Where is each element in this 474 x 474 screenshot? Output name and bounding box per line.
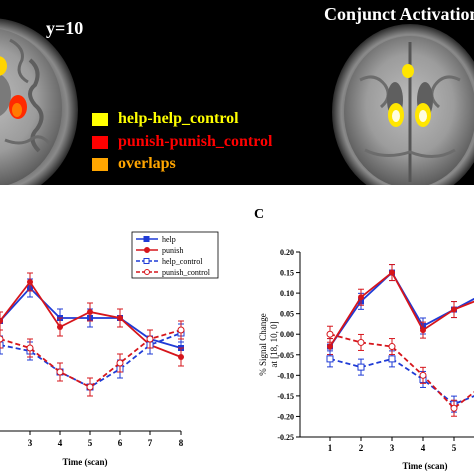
y-tick-label: -0.10 (277, 371, 294, 380)
y-tick-label: 0.10 (280, 289, 294, 298)
legend-label: help (162, 235, 176, 244)
y-tick-label: 0.00 (280, 330, 294, 339)
conjunct-title: Conjunct Activation (324, 4, 474, 24)
data-point (420, 327, 426, 334)
legend-item-overlaps: overlaps (92, 153, 176, 175)
legend-label: overlaps (118, 155, 176, 172)
data-point (388, 343, 396, 351)
data-point (451, 306, 457, 313)
series-line-punish-control (329, 333, 474, 410)
y-tick-label: -0.05 (277, 351, 294, 360)
data-point (0, 341, 4, 349)
y-tick-label: 0.20 (280, 248, 294, 257)
legend-marker (144, 269, 150, 275)
data-point (419, 371, 427, 379)
brain-figure-panel: y=10 Conjunct Activation help-help_contr… (0, 0, 474, 185)
y-axis-label: % Signal Changeat [18, 10, 0] (258, 313, 279, 376)
data-point (177, 326, 185, 334)
x-tick-label: 2 (359, 443, 364, 453)
axial-slice (332, 24, 474, 185)
data-point (146, 335, 154, 343)
data-point (0, 318, 3, 324)
legend-item-help: help-help_control (92, 108, 239, 130)
x-tick-label: 7 (148, 438, 153, 448)
chart-left: 3 4 5 6 7 8 Time (scan) help punish help_controlp… (0, 231, 219, 467)
brain-slices (0, 18, 474, 185)
x-axis-label: Time (scan) (62, 457, 107, 467)
x-tick-label: 6 (118, 438, 123, 448)
data-point (357, 363, 365, 371)
x-tick-label: 4 (58, 438, 63, 448)
data-point (326, 355, 334, 363)
legend-marker (143, 236, 150, 242)
data-point (0, 335, 4, 343)
y-tick-label: -0.25 (277, 433, 294, 442)
y-tick-label: -0.15 (277, 392, 294, 401)
data-point (358, 294, 364, 301)
data-point (57, 324, 63, 330)
y-tick-label: 0.15 (280, 269, 294, 278)
data-point (87, 309, 93, 315)
legend-swatch (92, 157, 108, 171)
x-tick-label: 3 (28, 438, 33, 448)
data-point (388, 355, 396, 363)
x-tick-label: 3 (390, 443, 395, 453)
data-point (178, 354, 184, 360)
slice-label: y=10 (46, 18, 84, 38)
data-point (26, 344, 34, 352)
legend-swatch (92, 112, 108, 126)
legend-marker (144, 247, 150, 253)
legend-label: help_control (162, 257, 203, 266)
legend-marker (143, 258, 150, 264)
x-tick-label: 1 (328, 443, 333, 453)
coronal-slice (0, 18, 78, 185)
legend-label: help-help_control (118, 110, 239, 127)
x-tick-label: 4 (421, 443, 426, 453)
data-point (389, 269, 395, 276)
chart-legend: help punish help_control punish_control (131, 231, 219, 279)
legend-label: punish_control (162, 268, 211, 277)
x-tick-label: 8 (179, 438, 184, 448)
data-point (357, 338, 365, 346)
x-tick-label: 5 (88, 438, 93, 448)
data-point (56, 368, 64, 376)
data-point (326, 330, 334, 338)
data-point (450, 404, 458, 412)
x-axis-label: Time (scan) (402, 461, 447, 471)
legend-label: punish (162, 246, 183, 255)
x-tick-label: 5 (452, 443, 457, 453)
data-point (27, 279, 33, 285)
line-charts: 3 4 5 6 7 8 Time (scan) help punish help_controlp… (0, 207, 474, 471)
chart-c: 0.20 0.15 0.10 0.05 0.00 -0.05 -0.10 -0.15 -0.20… (258, 248, 474, 471)
panel-label-c: C (254, 207, 264, 222)
legend-swatch (92, 135, 108, 149)
data-point (116, 359, 124, 367)
data-point (327, 343, 333, 350)
y-tick-label: -0.20 (277, 412, 294, 421)
legend-label: punish-punish_control (118, 133, 273, 150)
data-point (117, 315, 123, 321)
series-line-help-control (329, 357, 474, 406)
legend-item-punish: punish-punish_control (92, 131, 272, 153)
data-point (86, 383, 94, 391)
series-line-punish (329, 271, 474, 348)
y-tick-label: 0.05 (280, 310, 294, 319)
